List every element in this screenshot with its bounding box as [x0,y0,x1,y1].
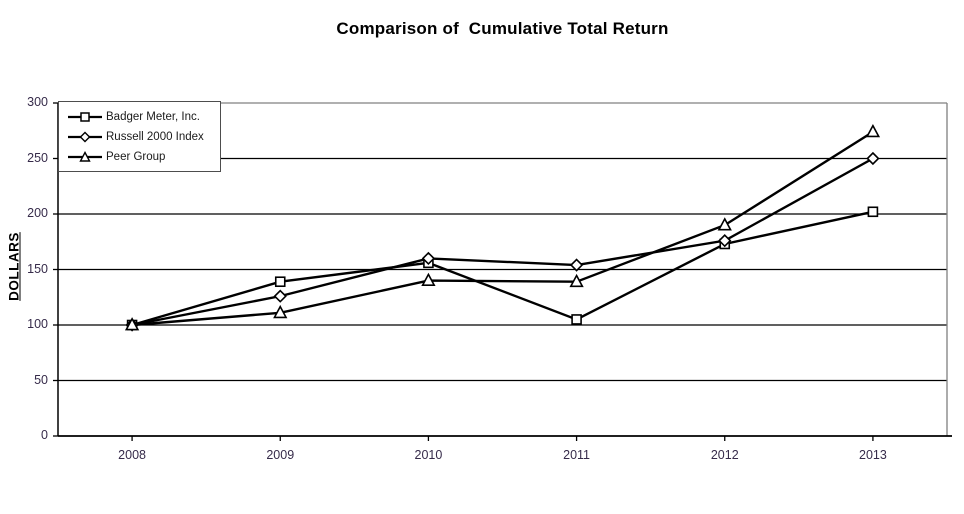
diamond-marker-icon [718,234,732,248]
y-tick-label: 200 [27,206,48,220]
triangle-marker-icon [68,151,102,162]
y-tick-label: 150 [27,261,48,276]
triangle-marker-icon [124,317,140,331]
triangle-marker-icon [865,123,881,138]
diamond-marker-icon [273,289,287,303]
square-marker-icon [274,276,286,288]
y-tick-label: 100 [27,317,48,331]
x-tick-label: 2009 [266,448,295,462]
diamond-marker-icon [569,258,584,272]
square-marker-icon [867,206,879,218]
triangle-marker-icon [569,273,584,288]
diamond-marker-icon [68,131,102,143]
series-line-square [131,210,874,327]
square-marker-icon [68,112,102,122]
x-tick-label: 2012 [710,448,739,462]
y-tick-label: 50 [34,372,48,387]
legend-item-badger-meter: Badger Meter, Inc. [67,107,214,127]
diamond-marker-icon [421,251,436,266]
x-tick-label: 2011 [563,448,591,462]
y-tick-label: 300 [27,95,48,109]
square-marker-icon [571,314,582,325]
y-tick-label: 0 [41,428,48,442]
x-tick-label: 2013 [859,448,887,462]
legend-label: Peer Group [106,151,166,163]
legend-label: Badger Meter, Inc. [106,111,200,123]
y-tick-label: 250 [27,150,48,165]
legend-item-peer-group: Peer Group [67,147,214,167]
series-line-diamond [131,157,874,327]
x-tick-label: 2008 [118,448,146,462]
triangle-marker-icon [717,217,732,231]
triangle-marker-icon [421,272,436,286]
chart-title: Comparison of Cumulative Total Return [336,19,669,38]
diamond-marker-icon [866,151,880,166]
legend-item-russell-2000: Russell 2000 Index [67,127,214,147]
series-line-triangle [131,130,874,327]
triangle-marker-icon [273,304,288,319]
legend-label: Russell 2000 Index [106,131,204,143]
x-tick-label: 2010 [414,448,443,462]
legend: Badger Meter, Inc. Russell 2000 Index Pe… [58,101,221,172]
